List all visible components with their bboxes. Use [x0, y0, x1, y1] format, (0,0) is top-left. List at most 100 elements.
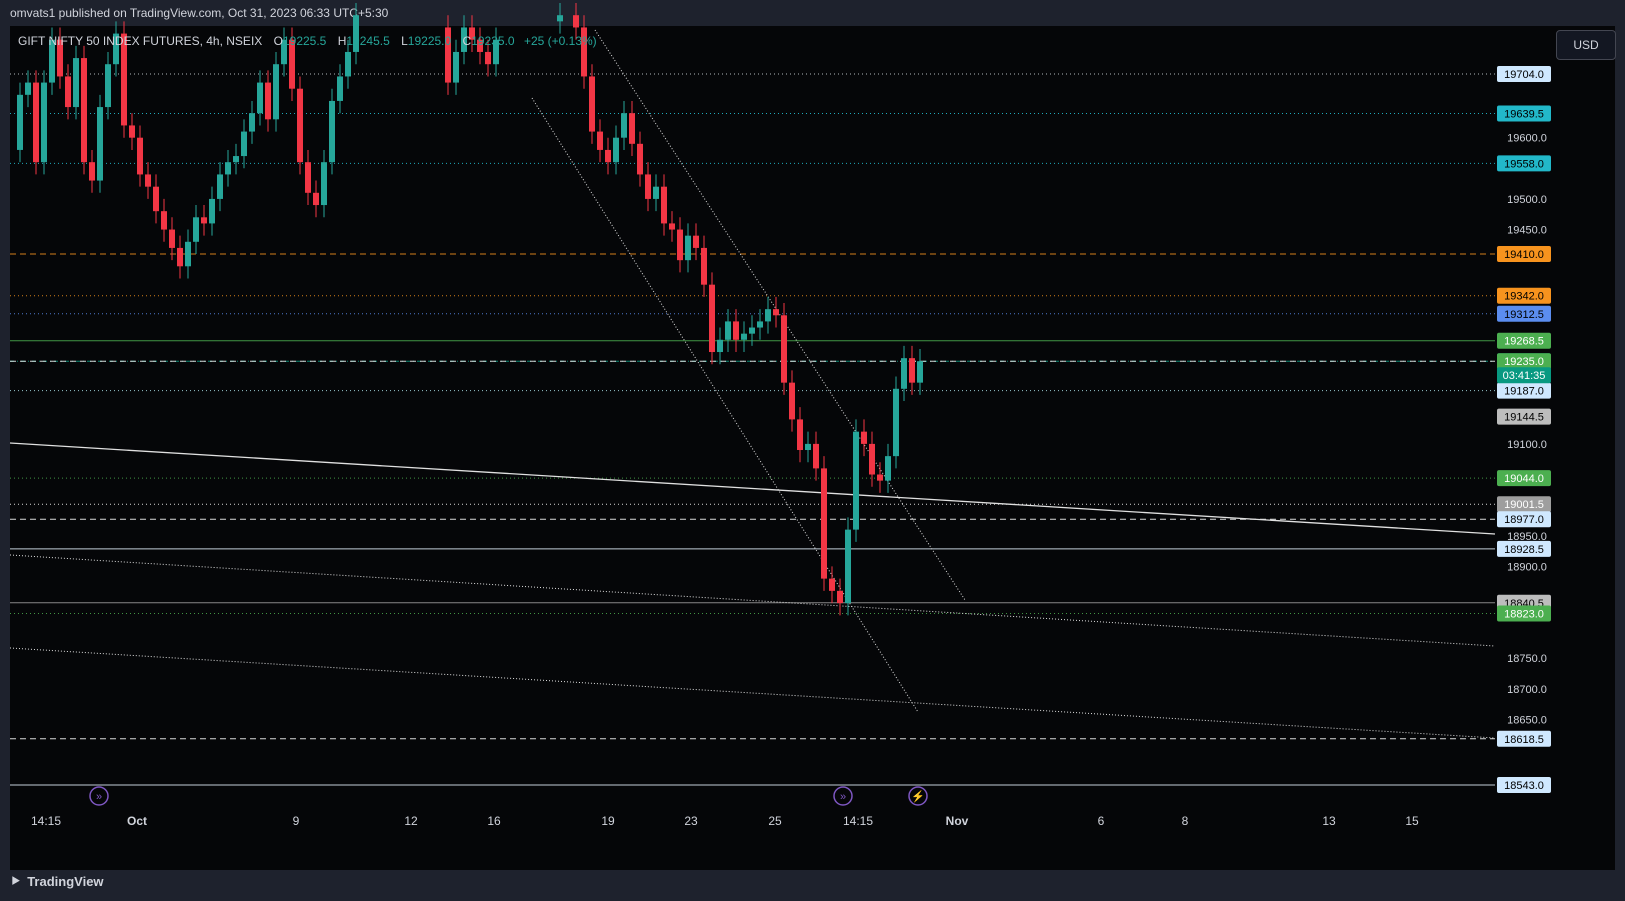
candle-body: [877, 474, 883, 481]
candle-body: [477, 39, 483, 52]
y-axis: 19600.0 19500.0 19450.0 19100.0 18950.0 18900…: [1507, 133, 1547, 727]
high-label: H: [337, 34, 347, 48]
candle-body: [177, 247, 183, 267]
candle-body: [757, 321, 763, 328]
candle-body: [789, 382, 795, 420]
x-tick-label: 25: [768, 814, 782, 828]
countdown-bg: [1497, 367, 1551, 384]
tradingview-logo-icon: ⯈: [10, 873, 22, 889]
close-label: C: [462, 34, 472, 48]
currency-button[interactable]: USD: [1556, 30, 1616, 60]
candle-body: [17, 94, 23, 150]
trendline-dotted: [9, 647, 1496, 739]
candle-body: [741, 333, 747, 340]
price-label: 19235.0: [1504, 356, 1544, 368]
candle-body: [485, 51, 491, 65]
price-label: 18977.0: [1504, 514, 1544, 526]
candle-body: [265, 82, 271, 120]
candle-body: [49, 39, 55, 83]
candle-body: [89, 162, 95, 181]
low-label: L: [401, 34, 408, 48]
price-label: 19342.0: [1504, 291, 1544, 303]
candle-body: [813, 443, 819, 469]
candle-body: [637, 143, 643, 175]
candle-body: [773, 309, 779, 316]
price-label-bg: [1497, 105, 1551, 122]
chart-pane[interactable]: [10, 26, 1615, 870]
candle-body: [845, 529, 851, 604]
candle-body: [653, 186, 659, 199]
price-label-bg: [1497, 540, 1551, 557]
candle-body: [25, 82, 31, 95]
candle-body: [257, 82, 263, 114]
x-tick-label: 14:15: [843, 814, 873, 828]
candle-body: [629, 113, 635, 144]
trendline-solid: [9, 442, 1496, 535]
x-tick-label: 8: [1182, 814, 1189, 828]
candle-body: [749, 327, 755, 334]
candle-body: [81, 58, 87, 163]
candle-body: [837, 590, 843, 604]
candle-body: [893, 388, 899, 457]
price-label: 19558.0: [1504, 158, 1544, 170]
candle-body: [701, 247, 707, 285]
candle-body: [909, 358, 915, 383]
symbol-legend[interactable]: GIFT NIFTY 50 INDEX FUTURES, 4h, NSEIX O…: [18, 34, 597, 48]
candle-body: [353, 15, 359, 52]
candle-body: [917, 361, 923, 383]
x-tick-label: Nov: [946, 814, 969, 828]
candle-body: [57, 39, 63, 77]
open-value: 19225.5: [282, 34, 327, 48]
candle-body: [233, 156, 239, 163]
x-tick-label: 13: [1322, 814, 1336, 828]
symbol-title: GIFT NIFTY 50 INDEX FUTURES, 4h, NSEIX: [18, 34, 263, 48]
event-marker-icon: [833, 786, 853, 806]
candle-body: [885, 456, 891, 481]
price-label: 19144.5: [1504, 412, 1544, 424]
price-label: 19044.0: [1504, 473, 1544, 485]
channel-upper: [594, 29, 966, 601]
candle-body: [869, 443, 875, 475]
candle-body: [321, 162, 327, 206]
y-tick-label: 19450.0: [1507, 225, 1547, 237]
price-label-bg: [1497, 496, 1551, 513]
candle-body: [557, 15, 563, 22]
candles: [17, 2, 923, 616]
event-marker-glyph: »: [840, 791, 846, 803]
price-label: 19639.5: [1504, 109, 1544, 121]
high-value: 19245.5: [346, 34, 390, 48]
x-tick-label: 15: [1405, 814, 1419, 828]
candle-body: [313, 192, 319, 206]
publisher-line: omvats1 published on TradingView.com, Oc…: [10, 6, 389, 20]
y-tick-label: 18950.0: [1507, 531, 1547, 543]
candle-body: [581, 27, 587, 77]
candle-body: [717, 339, 723, 353]
candle-body: [605, 149, 611, 163]
candle-body: [469, 27, 475, 40]
candle-body: [829, 578, 835, 591]
candle-body: [297, 88, 303, 163]
x-tick-label: 9: [293, 814, 300, 828]
candle-body: [781, 315, 787, 383]
y-tick-label: 18700.0: [1507, 684, 1547, 696]
price-label: 19704.0: [1504, 69, 1544, 81]
x-tick-label: 12: [404, 814, 418, 828]
channel-lower: [531, 97, 919, 713]
price-label-bg: [1497, 470, 1551, 487]
footer-brand: ⯈ TradingView: [10, 873, 104, 890]
candle-body: [765, 309, 771, 322]
price-label-bg: [1497, 511, 1551, 528]
candle-body: [209, 198, 215, 224]
candle-body: [337, 76, 343, 101]
price-label: 18823.0: [1504, 609, 1544, 621]
candle-body: [305, 162, 311, 193]
candle-body: [289, 39, 295, 89]
price-label-bg: [1497, 155, 1551, 172]
y-tick-label: 19600.0: [1507, 133, 1547, 145]
x-tick-label: 16: [487, 814, 501, 828]
candle-body: [41, 82, 47, 163]
candle-body: [153, 186, 159, 212]
price-label-bg: [1497, 408, 1551, 425]
price-label: 19312.5: [1504, 309, 1544, 321]
